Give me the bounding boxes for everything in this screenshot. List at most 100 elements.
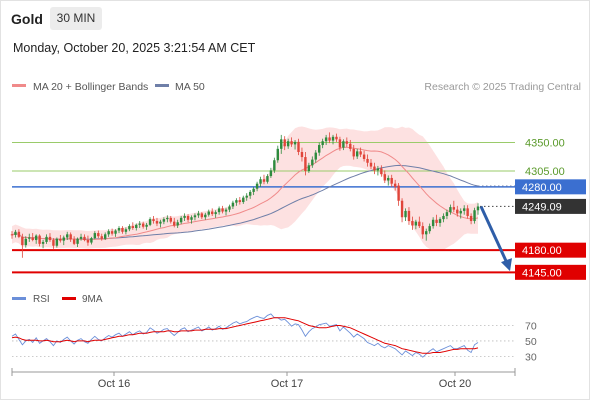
candle-body xyxy=(411,221,414,226)
candle-body xyxy=(425,231,428,235)
candle xyxy=(469,213,473,225)
candle-body xyxy=(442,215,445,220)
rsi-level-label: 30 xyxy=(525,351,537,363)
candle xyxy=(93,231,97,240)
candle xyxy=(28,233,31,242)
candle xyxy=(62,235,65,246)
ma20-line xyxy=(11,146,479,241)
candle xyxy=(117,226,121,234)
candle xyxy=(314,150,317,163)
candle-body xyxy=(210,211,214,215)
candle-body xyxy=(304,157,307,171)
candle-body xyxy=(307,165,311,171)
candle-body xyxy=(407,210,411,222)
candle xyxy=(59,234,62,243)
candle xyxy=(186,214,190,223)
candle xyxy=(48,233,52,242)
candle-body xyxy=(173,221,176,226)
candle xyxy=(338,136,342,151)
candle-body xyxy=(290,141,293,145)
last-price-tag xyxy=(515,198,586,214)
rsi-legend: RSI 9MA xyxy=(12,294,103,305)
candle-body xyxy=(72,239,76,244)
candle xyxy=(100,233,103,241)
candle xyxy=(141,221,145,229)
level-labels-layer: 4350.00 4305.00 4280.00 4249.09 4180.00 4145.… xyxy=(515,138,586,280)
forecast-arrow-shaft xyxy=(479,205,509,264)
candle xyxy=(321,138,324,149)
candle xyxy=(41,240,45,249)
rsi-ma-line xyxy=(11,317,479,354)
rsi-level-label: 70 xyxy=(525,320,537,332)
candle-body xyxy=(38,235,41,244)
candle xyxy=(162,217,166,225)
timeframe-button[interactable]: 30 MIN xyxy=(50,7,102,30)
resistance-label: 4305.00 xyxy=(525,166,565,178)
candle-body xyxy=(14,231,17,235)
candle xyxy=(387,175,390,186)
candle xyxy=(456,205,459,217)
candle-body xyxy=(421,226,424,235)
candle-body xyxy=(269,170,273,177)
candle xyxy=(359,147,362,158)
candle-body xyxy=(90,238,93,243)
candle xyxy=(297,138,300,156)
candle xyxy=(90,236,93,245)
candle xyxy=(397,183,400,206)
candle xyxy=(235,198,238,206)
candle-body xyxy=(355,151,359,157)
candle-body xyxy=(231,202,235,207)
candle-body xyxy=(93,233,97,239)
support-label: 4180.00 xyxy=(522,245,562,257)
candle xyxy=(176,219,179,228)
candle-body xyxy=(193,215,197,218)
support-label: 4145.00 xyxy=(522,267,562,279)
candle xyxy=(449,204,452,215)
candle-body xyxy=(224,209,228,212)
candle xyxy=(55,237,59,248)
candle-body xyxy=(235,200,238,203)
candle xyxy=(224,207,228,216)
candle-body xyxy=(148,219,152,225)
ma50-legend-label: MA 50 xyxy=(175,81,205,93)
candle-body xyxy=(145,224,148,227)
candle xyxy=(435,214,438,227)
candle-body xyxy=(452,207,456,210)
candle-body xyxy=(162,219,166,222)
candle xyxy=(131,222,135,230)
candle-body xyxy=(207,211,210,215)
ma50-line xyxy=(11,164,479,240)
candle-body xyxy=(159,221,162,224)
candle xyxy=(462,205,466,215)
candle-body xyxy=(69,234,72,240)
candle xyxy=(369,158,373,170)
candle xyxy=(179,215,183,225)
candle xyxy=(76,237,79,247)
candle-body xyxy=(369,162,373,167)
candle xyxy=(193,213,197,221)
candle xyxy=(138,221,141,228)
candle xyxy=(242,195,245,204)
candle xyxy=(380,165,383,177)
candle-body xyxy=(97,233,100,237)
candle-body xyxy=(217,208,221,213)
candle xyxy=(114,229,117,237)
candle xyxy=(45,234,48,244)
candle-body xyxy=(311,159,314,166)
candle xyxy=(418,216,421,228)
candle-body xyxy=(28,237,31,239)
candle xyxy=(276,145,280,163)
candle-body xyxy=(152,219,155,222)
rsi-line xyxy=(11,313,479,358)
ma20-legend-label: MA 20 + Bollinger Bands xyxy=(33,81,148,93)
candle xyxy=(438,217,442,227)
candle-body xyxy=(24,238,28,246)
candle xyxy=(300,147,304,162)
rsi-legend-swatch xyxy=(12,297,26,300)
candle xyxy=(262,174,266,185)
candle-body xyxy=(55,238,59,246)
candle-body xyxy=(45,236,48,242)
candle xyxy=(466,205,469,219)
candle-body xyxy=(214,212,217,215)
